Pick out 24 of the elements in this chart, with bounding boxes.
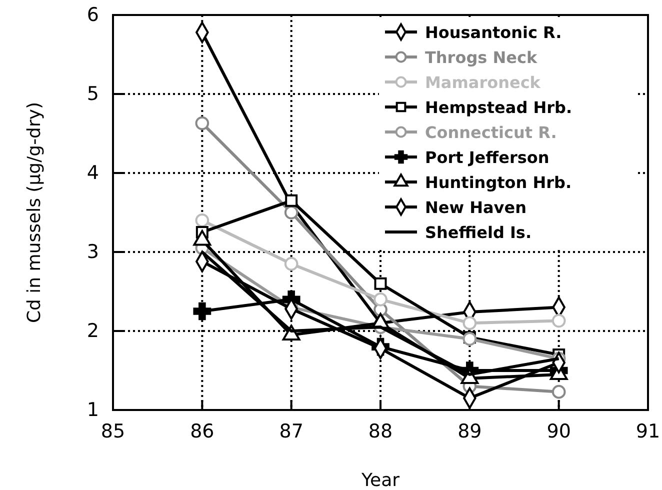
x-tick-label: 85 [100, 420, 126, 442]
x-tick-label: 87 [279, 420, 304, 442]
x-tick-label: 88 [368, 420, 393, 442]
legend-label: Connecticut R. [425, 123, 557, 142]
legend-label: Mamaroneck [425, 73, 541, 92]
y-axis-title: Cd in mussels (µg/g-dry) [24, 102, 45, 324]
legend-label: Hempstead Hrb. [425, 98, 572, 117]
x-axis-title: Year [360, 470, 400, 490]
x-tick-label: 89 [458, 420, 482, 442]
y-tick-label: 6 [86, 4, 99, 26]
legend-label: Port Jefferson [425, 148, 550, 167]
y-tick-label: 5 [86, 83, 99, 106]
y-tick-label: 1 [86, 399, 99, 422]
x-tick-label: 90 [546, 420, 571, 442]
x-tick-label: 91 [636, 420, 660, 442]
y-tick-label: 4 [86, 162, 99, 184]
legend-label: Throgs Neck [425, 48, 538, 67]
legend-label: New Haven [425, 198, 526, 217]
y-tick-label: 2 [86, 320, 99, 342]
legend-label: Huntington Hrb. [425, 173, 572, 192]
y-tick-label: 3 [86, 241, 99, 264]
legend-label: Housantonic R. [425, 23, 562, 42]
legend-label: Sheffield Is. [425, 223, 532, 242]
x-tick-label: 86 [190, 420, 214, 442]
